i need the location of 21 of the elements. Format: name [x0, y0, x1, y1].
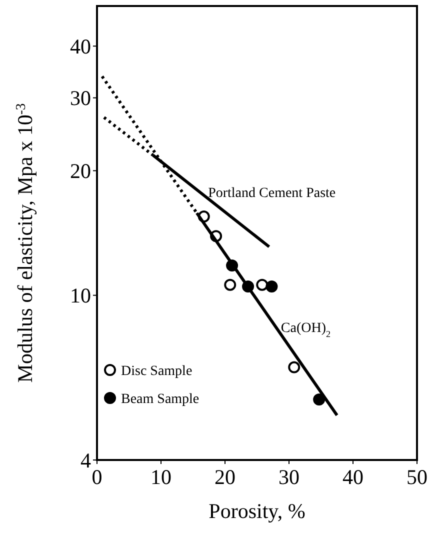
- x-tick-label: 0: [92, 465, 102, 489]
- y-tick-label: 10: [70, 284, 91, 308]
- series-label: Portland Cement Paste: [208, 186, 336, 201]
- point: [224, 278, 236, 291]
- x-tick-label: 20: [214, 465, 236, 489]
- point: [288, 361, 300, 374]
- y-tick-label: 20: [70, 159, 91, 184]
- x-tick-label: 50: [406, 465, 428, 489]
- y-tick-label: 4: [80, 448, 92, 472]
- legend-label: Disc Sample: [121, 364, 192, 379]
- x-tick-label: 40: [342, 465, 364, 489]
- point: [313, 394, 326, 406]
- point: [256, 278, 268, 291]
- legend-label: Beam Sample: [121, 392, 200, 407]
- series-label: Ca(OH)$_{2}$: [280, 321, 332, 340]
- point: [266, 280, 278, 293]
- x-tick-label: 30: [278, 465, 300, 489]
- x-axis-title: Porosity, %: [208, 499, 306, 523]
- x-tick-label: 10: [150, 465, 172, 489]
- y-tick-label: 40: [70, 34, 91, 58]
- y-tick-label: 30: [70, 86, 91, 110]
